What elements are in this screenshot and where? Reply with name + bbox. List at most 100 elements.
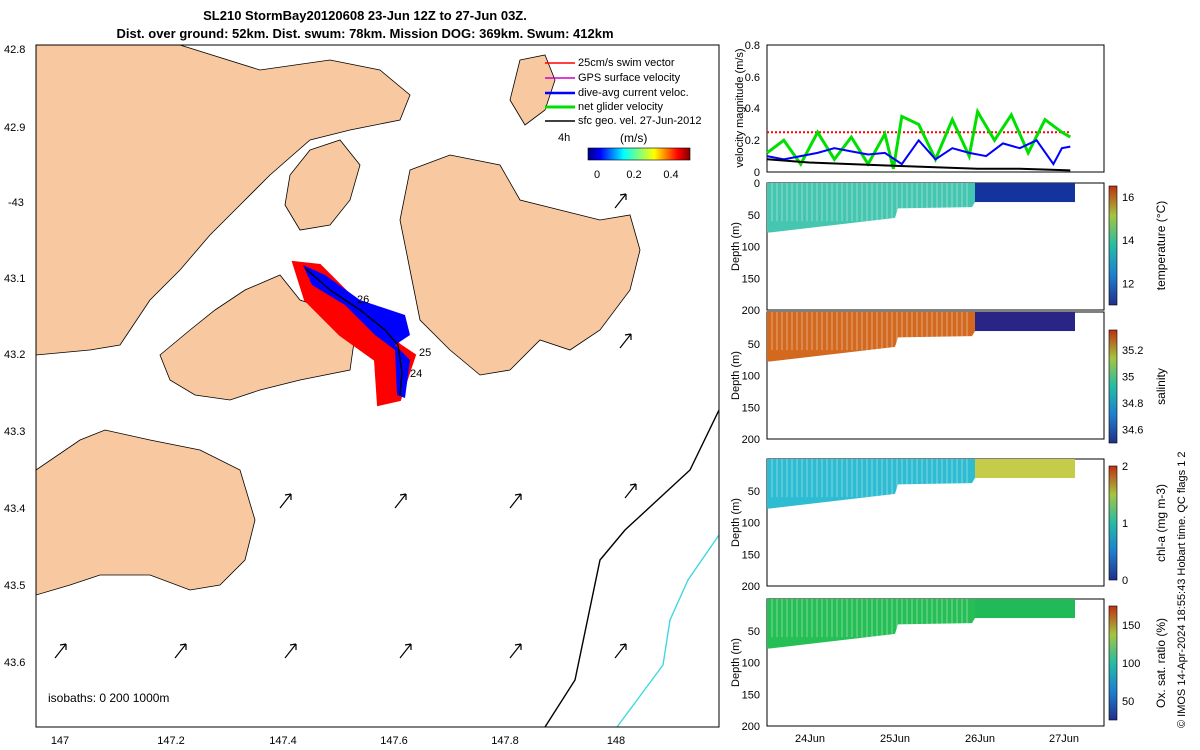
isobath-200 — [544, 409, 719, 727]
land-north-east — [399, 154, 641, 376]
temperature-section-late-patch — [975, 183, 1075, 203]
track-day-label-24: 24 — [410, 368, 422, 380]
oxygen-section-ytick-3: 200 — [742, 721, 760, 733]
map-frame — [35, 44, 720, 728]
oxygen-section-colorbar — [1108, 605, 1118, 721]
geo-arrow-4 — [509, 643, 522, 659]
temperature-section-ytick-2: 100 — [742, 242, 760, 254]
map-xtick-4: 147.8 — [491, 735, 519, 747]
geo-arrow-10 — [614, 193, 627, 209]
geo-arrow-head-11 — [624, 333, 632, 340]
date-tick-27jun: 27Jun — [1049, 733, 1079, 745]
title-line-1: SL210 StormBay20120608 23-Jun 12Z to 27-… — [203, 8, 527, 23]
chla-section-cbar-tick-0: 0 — [1122, 575, 1128, 587]
temperature-section-cbar-tick-2: 16 — [1122, 192, 1134, 204]
salinity-section-colorbar — [1108, 329, 1118, 444]
track-map: 26 25 24 isobaths: 0 200 1000m 25cm/s sw… — [4, 44, 720, 747]
temperature-section-cbar-tick-0: 12 — [1122, 278, 1134, 290]
salinity-section-ytick-3: 200 — [742, 434, 760, 446]
chla-section-cbar-tick-1: 1 — [1122, 518, 1128, 530]
colorbar-tick-1: 0.2 — [626, 169, 641, 181]
oxygen-section-cbar-tick-0: 50 — [1122, 696, 1134, 708]
oxygen-section: 50 100 150 200 Depth (m) 50 100 150 Ox. sat. rat… — [730, 598, 1168, 733]
land-bay-island — [284, 139, 361, 231]
land-west-lower — [36, 429, 256, 596]
chla-section-ytick-2: 150 — [742, 549, 760, 561]
temperature-section: 0 50 100 150 200 Depth (m) 12 14 16 temperature (… — [730, 178, 1168, 317]
track-line — [304, 267, 403, 397]
vel-series-current — [766, 138, 1071, 167]
geo-arrow-head-0 — [59, 643, 67, 650]
temperature-section-cbar-tick-1: 14 — [1122, 235, 1134, 247]
geo-arrow-8 — [509, 493, 522, 509]
temperature-section-colorbar — [1108, 185, 1118, 306]
map-xtick-3: 147.6 — [380, 735, 408, 747]
chla-section-ylabel: Depth (m) — [730, 498, 742, 547]
track-day-label-25: 25 — [419, 347, 431, 359]
geo-arrow-head-1 — [179, 643, 187, 650]
legend-glider: net glider velocity — [578, 101, 663, 113]
geo-arrow-3 — [399, 643, 412, 659]
map-ytick-7: 43.5 — [4, 580, 25, 592]
vel-ytick-2: 0.4 — [745, 103, 760, 115]
salinity-section: 50 100 150 200 Depth (m) 34.6 34.8 35 35.2 salini… — [730, 311, 1168, 446]
geo-arrow-head-10 — [619, 193, 627, 200]
geo-arrow-2 — [284, 643, 297, 659]
geo-arrow-0 — [54, 643, 67, 659]
temperature-section-cbar-label: temperature (°C) — [1154, 201, 1168, 291]
salinity-section-cbar-tick-2: 35 — [1122, 372, 1134, 384]
colorbar-tick-2: 0.4 — [663, 169, 678, 181]
salinity-section-ytick-1: 100 — [742, 371, 760, 383]
geo-arrow-6 — [279, 493, 292, 509]
geo-arrow-head-4 — [514, 643, 522, 650]
map-xtick-0: 147 — [51, 735, 69, 747]
chla-section-ytick-3: 200 — [742, 581, 760, 593]
salinity-section-ytick-0: 50 — [748, 339, 760, 351]
geo-arrow-head-6 — [284, 493, 292, 500]
velocity-series — [766, 107, 1072, 172]
map-ytick-6: 43.4 — [4, 503, 25, 515]
isobath-1000 — [616, 534, 719, 727]
velocity-panel: 0 0.2 0.4 0.6 0.8 velocity magnitude (m/… — [734, 40, 1105, 179]
map-colorbar: (m/s) 0 0.2 0.4 — [587, 131, 691, 181]
map-xtick-5: 148 — [607, 735, 625, 747]
salinity-section-cbar-tick-3: 35.2 — [1122, 345, 1143, 357]
vel-ytick-0: 0 — [754, 167, 760, 179]
map-ytick-8: 43.6 — [4, 657, 25, 669]
title-line-2: Dist. over ground: 52km. Dist. swum: 78k… — [116, 26, 613, 41]
geo-arrow-head-2 — [289, 643, 297, 650]
geo-arrow-head-9 — [629, 483, 637, 490]
map-ytick-3: 43.1 — [4, 273, 25, 285]
geo-arrow-head-8 — [514, 493, 522, 500]
geo-arrow-head-3 — [404, 643, 412, 650]
isobaths-label: isobaths: 0 200 1000m — [48, 691, 169, 705]
legend-scale-4h: 4h — [558, 132, 570, 144]
oxygen-section-cbar-tick-2: 150 — [1122, 620, 1140, 632]
geostrophic-arrows — [54, 193, 637, 659]
geo-arrow-7 — [394, 493, 407, 509]
map-y-ticks: 42.8 42.9 -43 43.1 43.2 43.3 43.4 43.5 4… — [4, 44, 25, 669]
legend-current: dive-avg current veloc. — [578, 87, 689, 99]
geo-arrow-head-7 — [399, 493, 407, 500]
chla-section-late-patch — [975, 459, 1075, 479]
chla-section-ytick-0: 50 — [748, 486, 760, 498]
chla-section-ytick-1: 100 — [742, 518, 760, 530]
oxygen-section-ytick-1: 100 — [742, 658, 760, 670]
geo-arrow-head-5 — [619, 643, 627, 650]
map-ytick-5: 43.3 — [4, 426, 25, 438]
oxygen-section-cbar-label: Ox. sat. ratio (%) — [1154, 618, 1168, 708]
colorbar-tick-0: 0 — [594, 169, 600, 181]
salinity-section-ytick-2: 150 — [742, 402, 760, 414]
geo-arrow-5 — [614, 643, 627, 659]
current-vector-band — [303, 265, 410, 398]
salinity-section-cbar-tick-0: 34.6 — [1122, 425, 1143, 437]
oxygen-section-cbar-tick-1: 100 — [1122, 658, 1140, 670]
map-ytick-4: 43.2 — [4, 349, 25, 361]
vel-ytick-3: 0.6 — [745, 72, 760, 84]
date-tick-24jun: 24Jun — [795, 733, 825, 745]
map-ytick-1: 42.9 — [4, 122, 25, 134]
date-tick-26jun: 26Jun — [965, 733, 995, 745]
colorbar-units: (m/s) — [620, 131, 647, 145]
